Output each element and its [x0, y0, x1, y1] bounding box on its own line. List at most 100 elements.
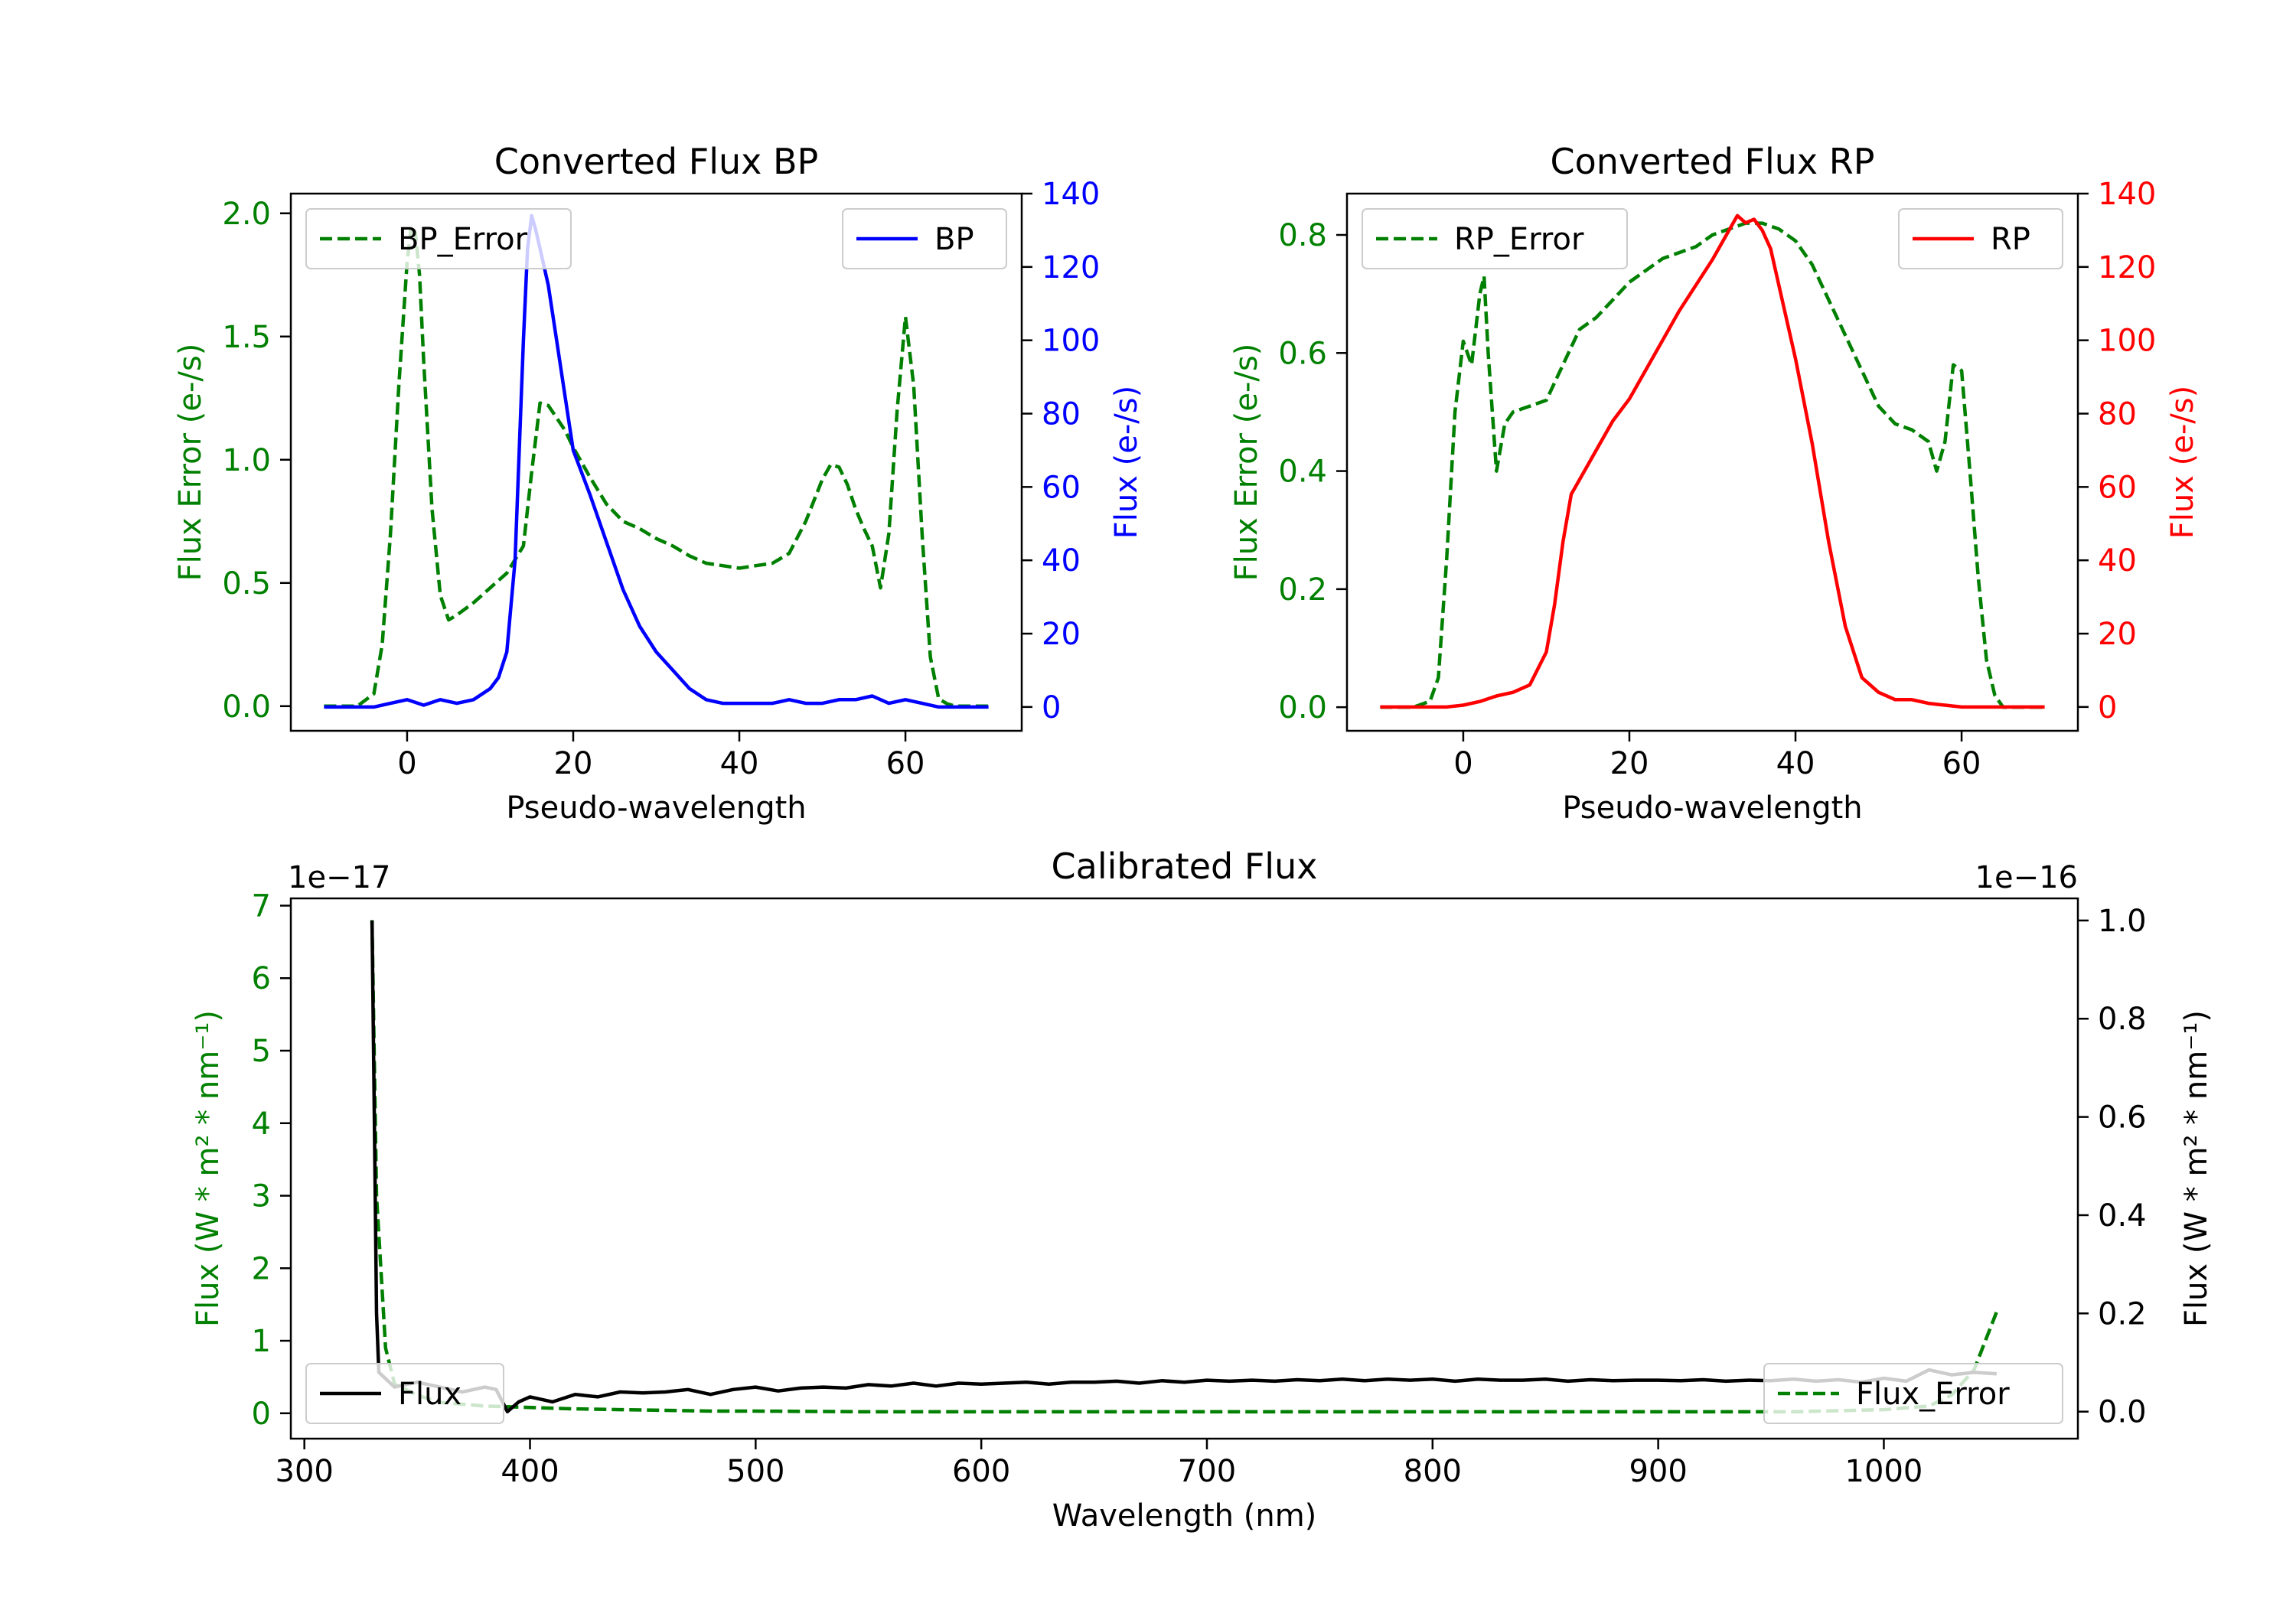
- rp-ytick-right-label: 60: [2098, 470, 2137, 505]
- rp-ytick-right-label: 140: [2098, 177, 2156, 212]
- rp-series-rp: [1380, 214, 2045, 709]
- cal-ytick-left-label: 1: [252, 1324, 271, 1359]
- cal-chart: 300 400 500 600 700 800 900 1000 0 1 2 3 4 5 6 7 0.0 0.2 0…: [191, 846, 2214, 1534]
- rp-ytick-right-label: 0: [2098, 690, 2117, 725]
- rp-xtick-label: 20: [1610, 746, 1649, 781]
- cal-xtick-label: 800: [1404, 1454, 1462, 1489]
- bp-ytick-left-label: 1.0: [222, 443, 271, 478]
- cal-ytick-right-label: 1.0: [2098, 904, 2147, 939]
- cal-ytick-right-label: 0.2: [2098, 1296, 2147, 1332]
- legend-label: Flux: [398, 1377, 461, 1412]
- cal-legend-flux-error: Flux_Error: [1763, 1363, 2063, 1424]
- bp-ytick-left-label: 0.5: [222, 566, 271, 601]
- rp-chart: 0 20 40 60 0.0 0.2 0.4 0.6 0.8 0 20 40 60 80 100 120 140…: [1229, 141, 2200, 826]
- legend-label: RP_Error: [1454, 222, 1584, 257]
- cal-ytick-right-label: 0.4: [2098, 1198, 2147, 1234]
- bp-xtick-label: 40: [720, 746, 759, 781]
- bp-xtick-label: 0: [397, 746, 416, 781]
- legend-box: [1898, 208, 2063, 269]
- bp-axes-frame: [289, 192, 1023, 732]
- bp-series-bp-error: [324, 223, 989, 709]
- bp-ytick-left-label: 1.5: [222, 320, 271, 355]
- rp-ytick-right-label: 80: [2098, 397, 2137, 432]
- legend-label: BP_Error: [398, 222, 528, 257]
- bp-title: Converted Flux BP: [494, 141, 819, 182]
- rp-axes-frame: [1345, 192, 2079, 732]
- rp-xtick-label: 60: [1942, 746, 1981, 781]
- rp-xtick-label: 40: [1776, 746, 1815, 781]
- cal-ytick-left-label: 5: [252, 1034, 271, 1069]
- cal-xtick-label: 400: [501, 1454, 559, 1489]
- legend-box: [305, 208, 572, 269]
- cal-ytick-right-label: 0.0: [2098, 1395, 2147, 1430]
- rp-ytick-left-label: 0.4: [1278, 455, 1327, 490]
- cal-xtick-label: 700: [1178, 1454, 1236, 1489]
- legend-label: Flux_Error: [1856, 1377, 2010, 1412]
- cal-xtick-label: 600: [952, 1454, 1010, 1489]
- rp-title: Converted Flux RP: [1551, 141, 1875, 182]
- bp-legend-bp-error: BP_Error: [305, 208, 572, 269]
- rp-ytick-left-label: 0.8: [1278, 218, 1327, 253]
- rp-xlabel: Pseudo-wavelength: [1562, 790, 1862, 826]
- cal-ylabel-left: Flux (W * m² * nm⁻¹): [191, 1010, 226, 1327]
- cal-offset-right: 1e−16: [1975, 860, 2078, 895]
- bp-xlabel: Pseudo-wavelength: [506, 790, 806, 826]
- cal-series-flux-error: [370, 920, 1998, 1414]
- rp-ylabel-left: Flux Error (e-/s): [1229, 344, 1264, 582]
- bp-ytick-left-label: 2.0: [222, 197, 271, 232]
- bp-ylabel-left: Flux Error (e-/s): [173, 344, 208, 582]
- cal-series-flux: [370, 920, 1998, 1413]
- cal-offset-left: 1e−17: [288, 860, 390, 895]
- cal-axes-frame: [289, 897, 2079, 1440]
- cal-ylabel-right: Flux (W * m² * nm⁻¹): [2179, 1010, 2214, 1327]
- cal-xtick-label: 1000: [1845, 1454, 1923, 1489]
- rp-legend-rp-error: RP_Error: [1362, 208, 1628, 269]
- cal-ytick-left-label: 0: [252, 1397, 271, 1432]
- legend-label: RP: [1991, 222, 2030, 257]
- bp-xtick-label: 60: [886, 746, 925, 781]
- legend-box: [842, 208, 1007, 269]
- cal-xtick-label: 500: [726, 1454, 784, 1489]
- cal-ytick-right-label: 0.6: [2098, 1100, 2147, 1136]
- rp-ytick-left-label: 0.2: [1278, 572, 1327, 608]
- bp-ytick-right-label: 20: [1042, 617, 1081, 652]
- rp-ytick-right-label: 40: [2098, 543, 2137, 579]
- rp-ytick-right-label: 120: [2098, 250, 2156, 285]
- cal-ytick-left-label: 7: [252, 888, 271, 924]
- cal-ytick-left-label: 6: [252, 961, 271, 996]
- bp-ytick-right-label: 0: [1042, 690, 1061, 725]
- bp-legend-bp: BP: [842, 208, 1007, 269]
- rp-legend-rp: RP: [1898, 208, 2063, 269]
- rp-ytick-right-label: 20: [2098, 617, 2137, 652]
- bp-ytick-right-label: 60: [1042, 470, 1081, 505]
- cal-ytick-left-label: 3: [252, 1179, 271, 1214]
- bp-ylabel-right: Flux (e-/s): [1109, 386, 1144, 539]
- cal-legend-flux: Flux: [305, 1363, 504, 1424]
- bp-ytick-right-label: 120: [1042, 250, 1100, 285]
- bp-ytick-right-label: 80: [1042, 397, 1081, 432]
- bp-xtick-label: 20: [554, 746, 593, 781]
- cal-ytick-left-label: 2: [252, 1251, 271, 1286]
- cal-title: Calibrated Flux: [1052, 846, 1318, 887]
- bp-ytick-right-label: 140: [1042, 177, 1100, 212]
- bp-ytick-left-label: 0.0: [222, 689, 271, 725]
- bp-chart: 0 20 40 60 0.0 0.5 1.0 1.5 2.0 0 20 40 60 80 100 120 140…: [173, 141, 1144, 826]
- legend-box: [1362, 208, 1628, 269]
- rp-series-rp-error: [1380, 221, 2045, 709]
- legend-box: [305, 1363, 504, 1424]
- cal-xtick-label: 900: [1629, 1454, 1687, 1489]
- cal-ytick-right-label: 0.8: [2098, 1002, 2147, 1037]
- bp-ytick-right-label: 100: [1042, 324, 1100, 359]
- bp-series-bp: [324, 214, 989, 709]
- cal-ytick-left-label: 4: [252, 1107, 271, 1142]
- rp-ytick-left-label: 0.6: [1278, 336, 1327, 371]
- bp-ytick-right-label: 40: [1042, 543, 1081, 579]
- rp-ytick-right-label: 100: [2098, 324, 2156, 359]
- cal-xlabel: Wavelength (nm): [1052, 1498, 1317, 1534]
- legend-label: BP: [934, 222, 974, 257]
- rp-ylabel-right: Flux (e-/s): [2165, 386, 2200, 539]
- rp-ytick-left-label: 0.0: [1278, 690, 1327, 725]
- rp-xtick-label: 0: [1453, 746, 1473, 781]
- legend-box: [1763, 1363, 2063, 1424]
